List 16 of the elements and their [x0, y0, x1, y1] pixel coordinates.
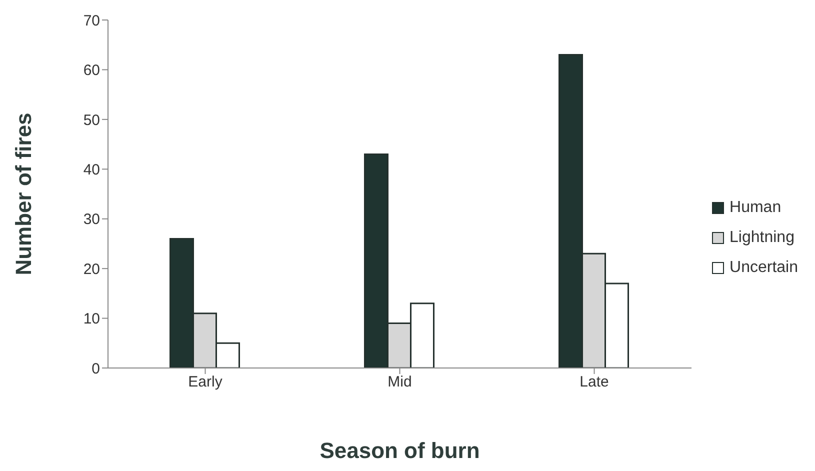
- legend-label: Lightning: [730, 228, 794, 248]
- legend-label: Human: [730, 198, 782, 218]
- y-tick-label: 10: [83, 310, 100, 328]
- y-axis-title: Number of fires: [10, 112, 36, 276]
- y-tick-label: 40: [83, 161, 100, 178]
- x-tick-label: Mid: [388, 374, 412, 391]
- y-tick-label: 50: [83, 112, 100, 129]
- x-tick-label: Early: [188, 374, 223, 391]
- x-tick-label: Late: [580, 374, 609, 391]
- x-axis-title: Season of burn: [320, 438, 480, 463]
- y-tick-label: 20: [83, 260, 100, 278]
- y-tick-label: 60: [83, 62, 100, 80]
- y-tick-label: 30: [83, 211, 100, 228]
- legend-label: Uncertain: [730, 258, 798, 278]
- y-tick-label: 70: [83, 12, 100, 30]
- y-tick-label: 0: [92, 360, 100, 378]
